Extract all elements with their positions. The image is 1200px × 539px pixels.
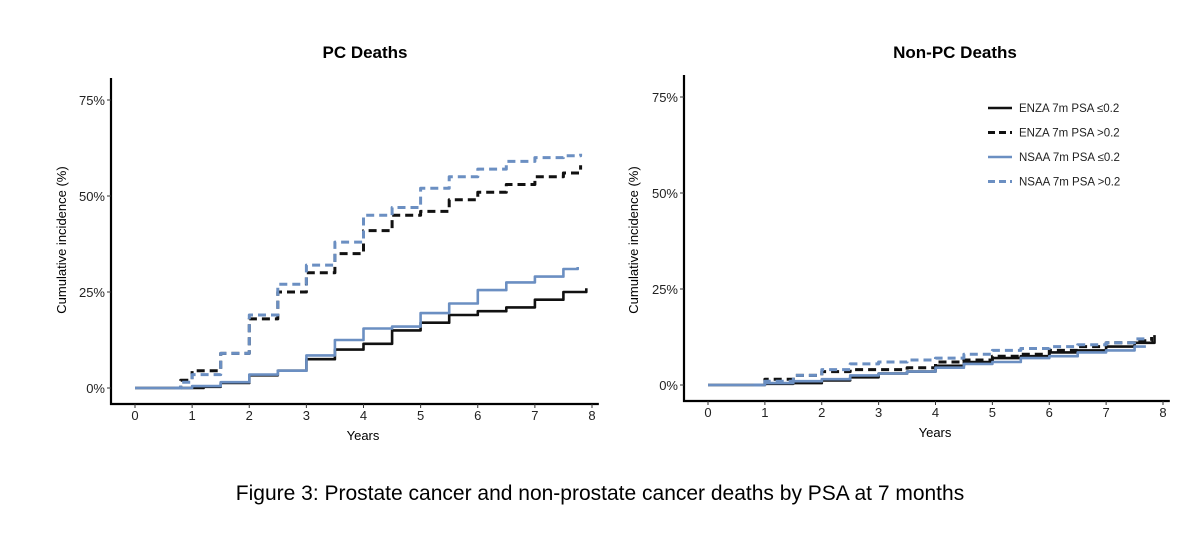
legend: ENZA 7m PSA ≤0.2 ENZA 7m PSA >0.2 NSAA 7m … [988, 103, 1120, 189]
non-pc-deaths-xtick-label: 5 [989, 405, 996, 420]
pc-deaths-xtick-label: 3 [303, 408, 310, 423]
pc-deaths-xtick-label: 8 [588, 408, 595, 423]
pc-deaths-title: PC Deaths [322, 43, 407, 62]
non-pc-deaths-series-line [753, 337, 1149, 387]
non-pc-deaths-xtick-label: 3 [875, 405, 882, 420]
non-pc-deaths-xtick-label: 7 [1103, 405, 1110, 420]
non-pc-deaths-xtick-label: 4 [932, 405, 939, 420]
pc-deaths-series [135, 153, 588, 390]
pc-deaths-series-line [135, 267, 579, 390]
legend-label: NSAA 7m PSA ≤0.2 [1019, 152, 1120, 164]
non-pc-deaths-xtick-label: 2 [818, 405, 825, 420]
pc-deaths-xtick-label: 0 [131, 408, 138, 423]
legend-label: ENZA 7m PSA >0.2 [1019, 128, 1120, 140]
pc-deaths-ytick-label: 25% [79, 285, 105, 300]
pc-deaths-xtick-label: 5 [417, 408, 424, 423]
pc-deaths-panel: PC Deaths Cumulative incidence (%) Years… [54, 43, 599, 443]
pc-deaths-xlabel: Years [347, 428, 380, 443]
pc-deaths-series-line [135, 288, 588, 390]
non-pc-deaths-xlabel: Years [919, 425, 952, 440]
non-pc-deaths-series-line [708, 345, 1146, 387]
non-pc-deaths-ylabel: Cumulative incidence (%) [626, 166, 641, 313]
non-pc-deaths-xtick-label: 8 [1159, 405, 1166, 420]
legend-label: ENZA 7m PSA ≤0.2 [1019, 103, 1119, 115]
pc-deaths-ytick-label: 75% [79, 93, 105, 108]
non-pc-deaths-xtick-label: 0 [704, 405, 711, 420]
non-pc-deaths-ytick-label: 50% [652, 186, 678, 201]
pc-deaths-ytick-label: 50% [79, 189, 105, 204]
non-pc-deaths-series-line [708, 335, 1156, 387]
figure-caption: Figure 3: Prostate cancer and non-prosta… [235, 482, 965, 505]
pc-deaths-xtick-label: 4 [360, 408, 367, 423]
legend-label: NSAA 7m PSA >0.2 [1019, 177, 1120, 189]
non-pc-deaths-ytick-label: 75% [652, 90, 678, 105]
pc-deaths-ylabel: Cumulative incidence (%) [54, 166, 69, 313]
pc-deaths-xtick-label: 7 [531, 408, 538, 423]
non-pc-deaths-ytick-label: 25% [652, 282, 678, 297]
figure-canvas: PC Deaths Cumulative incidence (%) Years… [54, 43, 1170, 443]
non-pc-deaths-series [708, 335, 1156, 387]
non-pc-deaths-xtick-label: 1 [761, 405, 768, 420]
non-pc-deaths-xtick-label: 6 [1046, 405, 1053, 420]
pc-deaths-xtick-label: 6 [474, 408, 481, 423]
pc-deaths-ytick-label: 0% [86, 381, 105, 396]
non-pc-deaths-ytick-label: 0% [659, 378, 678, 393]
pc-deaths-axes: 0% 25% 50% 75% 0 1 2 3 4 5 6 7 8 [79, 78, 599, 423]
pc-deaths-series-line [175, 153, 583, 390]
non-pc-deaths-axes: 0% 25% 50% 75% 0 1 2 3 4 5 6 7 8 [652, 75, 1170, 420]
non-pc-deaths-title: Non-PC Deaths [893, 43, 1017, 62]
pc-deaths-xtick-label: 2 [246, 408, 253, 423]
pc-deaths-xtick-label: 1 [189, 408, 196, 423]
non-pc-deaths-panel: Non-PC Deaths Cumulative incidence (%) Y… [626, 43, 1170, 440]
